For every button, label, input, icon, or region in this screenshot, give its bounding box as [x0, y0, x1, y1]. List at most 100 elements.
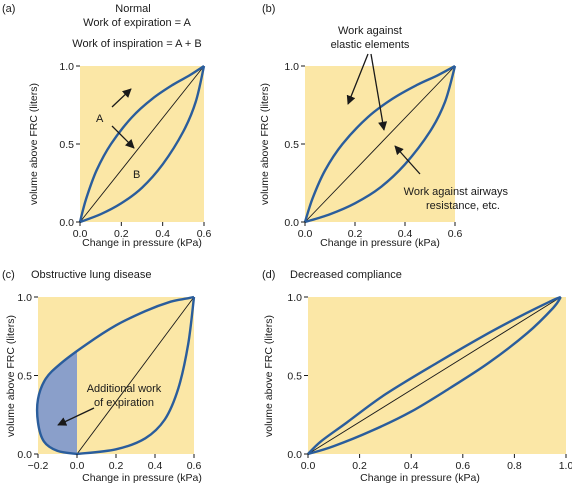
panel-b-inspiration-line — [303, 64, 456, 223]
panel-d-y-tick-label: 0.5 — [287, 371, 302, 383]
panel-d: (d) Decreased compliance 0.00.51.0 0.0 0.… — [262, 269, 572, 484]
panel-a-x-tick-label: 0.6 — [197, 228, 212, 240]
panel-b-arrow-airways — [394, 145, 421, 175]
panel-c-ylabel: volume above FRC (liters) — [5, 315, 17, 437]
panel-b-note-elastic-2: elastic elements — [331, 39, 410, 51]
panel-a-inspiration-line — [78, 65, 205, 223]
panel-b-x-tick-label: 0.2 — [348, 228, 363, 240]
panel-c-x-tick-label: 0.2 — [109, 460, 124, 472]
panel-c-x-tick-label: 0.6 — [187, 460, 202, 472]
panel-b-y-tick-label: 1.0 — [284, 61, 299, 73]
panel-b-xlabel: Change in pressure (kPa) — [320, 237, 440, 249]
panel-a-title: Normal — [115, 3, 150, 15]
panel-a-letter: (a) — [2, 3, 15, 15]
panel-d-diagonal — [307, 296, 562, 455]
panel-d-x-tick-label: 1.0 — [559, 460, 572, 472]
panel-a-arrow-down — [111, 125, 135, 149]
panel-c-inspiration-curve — [76, 296, 196, 456]
panel-a-diagonal-line — [79, 65, 205, 223]
panel-b-x-tick-label: 0.0 — [298, 228, 313, 240]
panel-a-y-tick-label: 0.5 — [59, 139, 74, 151]
panel-a-expiration-line — [79, 65, 206, 224]
panel-a-label-A: A — [96, 113, 104, 125]
panel-c-xticks: −0.2 0.0 0.2 0.4 0.6 — [28, 454, 202, 472]
panel-b-diagonal-line — [304, 65, 456, 223]
panel-a-x-tick-label: 0.4 — [155, 228, 170, 240]
panel-b-ylabel: volume above FRC (liters) — [259, 83, 271, 205]
panel-b: (b) Work against elastic elements Work a… — [259, 3, 508, 249]
panel-b-yticks: 0.0 0.5 1.0 — [284, 61, 305, 229]
panel-b-note-airways-2: resistance, etc. — [426, 200, 500, 212]
panel-d-lower-line — [307, 296, 562, 456]
panel-b-arrow-right — [370, 53, 388, 131]
panel-b-note-elastic-1: Work against — [338, 25, 402, 37]
panel-d-x-tick-label: 0.0 — [301, 460, 316, 472]
panel-c-y-tick-label: 0.0 — [17, 449, 32, 461]
panel-c-expiration-line — [35, 295, 195, 456]
panel-a-xlabel: Change in pressure (kPa) — [82, 237, 202, 249]
panel-b-expiration-curve — [304, 65, 457, 224]
panel-a-ylabel: volume above FRC (liters) — [28, 83, 40, 205]
panel-d-title: Decreased compliance — [290, 269, 402, 281]
panel-d-lower-curve — [307, 296, 562, 456]
panel-b-y-tick-label: 0.5 — [284, 139, 299, 151]
panel-c-x-tick-label: 0.4 — [148, 460, 163, 472]
panel-d-x-tick-label: 0.6 — [455, 460, 470, 472]
panel-d-upper-line — [307, 295, 562, 455]
panel-a-expiration-curve — [79, 65, 206, 224]
panel-a-arrow-up — [111, 88, 132, 108]
panel-c-arrow — [57, 407, 95, 426]
panel-d-diagonal-line — [307, 296, 562, 455]
panel-c-diagonal — [76, 296, 195, 455]
panel-d-upper-curve — [307, 295, 562, 455]
panel-c-note-1: Additional work — [87, 383, 162, 395]
panel-b-expiration-line — [304, 65, 457, 224]
panel-a-inspiration-curve — [78, 65, 205, 223]
panel-a-y-tick-label: 1.0 — [59, 61, 74, 73]
panel-d-ylabel: volume above FRC (liters) — [263, 315, 275, 437]
panel-b-arrow-left — [346, 53, 369, 105]
panel-c-inspiration-line — [76, 296, 196, 456]
panel-a-xticks: 0.0 0.2 0.4 0.6 — [73, 222, 212, 240]
panel-d-letter: (d) — [262, 269, 275, 281]
panel-d-y-tick-label: 1.0 — [287, 292, 302, 304]
panel-c-x-tick-label: 0.0 — [70, 460, 85, 472]
panel-c-title: Obstructive lung disease — [31, 269, 151, 281]
panel-a-y-tick-label: 0.0 — [59, 217, 74, 229]
panel-b-note-airways-1: Work against airways — [404, 186, 509, 198]
panel-a-diagonal — [79, 65, 205, 223]
panel-a: (a) Normal Work of expiration = A Work o… — [2, 3, 211, 249]
panel-b-x-tick-label: 0.4 — [398, 228, 413, 240]
panel-d-xlabel: Change in pressure (kPa) — [360, 472, 480, 484]
panel-c-x-tick-label: −0.2 — [28, 460, 49, 472]
panel-a-label-B: B — [133, 169, 140, 181]
panel-b-diagonal — [304, 65, 456, 223]
panel-b-x-tick-label: 0.6 — [448, 228, 463, 240]
panel-c-letter: (c) — [2, 269, 15, 281]
panel-c-xlabel: Change in pressure (kPa) — [82, 472, 202, 484]
panel-a-x-tick-label: 0.0 — [73, 228, 88, 240]
panel-d-x-tick-label: 0.4 — [404, 460, 419, 472]
panel-b-xticks: 0.0 0.2 0.4 0.6 — [298, 222, 463, 240]
panel-c-note-2: of expiration — [94, 397, 154, 409]
panel-a-yticks: 0.0 0.5 1.0 — [59, 61, 80, 229]
panel-b-inspiration-curve — [303, 64, 456, 223]
panel-a-note-expiration: Work of expiration = A — [83, 17, 191, 29]
panel-a-x-tick-label: 0.2 — [114, 228, 129, 240]
panel-b-y-tick-label: 0.0 — [284, 217, 299, 229]
panel-d-yticks: 0.0 0.5 1.0 — [287, 292, 308, 461]
panel-c-diagonal-line — [76, 296, 195, 455]
panel-d-x-tick-label: 0.2 — [352, 460, 367, 472]
panel-a-note-inspiration: Work of inspiration = A + B — [72, 38, 201, 50]
panel-d-y-tick-label: 0.0 — [287, 449, 302, 461]
panel-c-expiration-curve — [35, 295, 195, 456]
panel-d-x-tick-label: 0.8 — [507, 460, 522, 472]
panel-d-xticks: 0.0 0.2 0.4 0.6 0.8 1.0 — [301, 454, 572, 472]
panel-d-plot-area — [308, 297, 566, 454]
panel-c-yticks: 0.0 0.5 1.0 — [17, 292, 38, 461]
panel-c-y-tick-label: 1.0 — [17, 292, 32, 304]
panel-c: (c) Obstructive lung disease Additional … — [2, 269, 202, 484]
panel-c-y-tick-label: 0.5 — [17, 371, 32, 383]
panel-b-letter: (b) — [262, 3, 275, 15]
